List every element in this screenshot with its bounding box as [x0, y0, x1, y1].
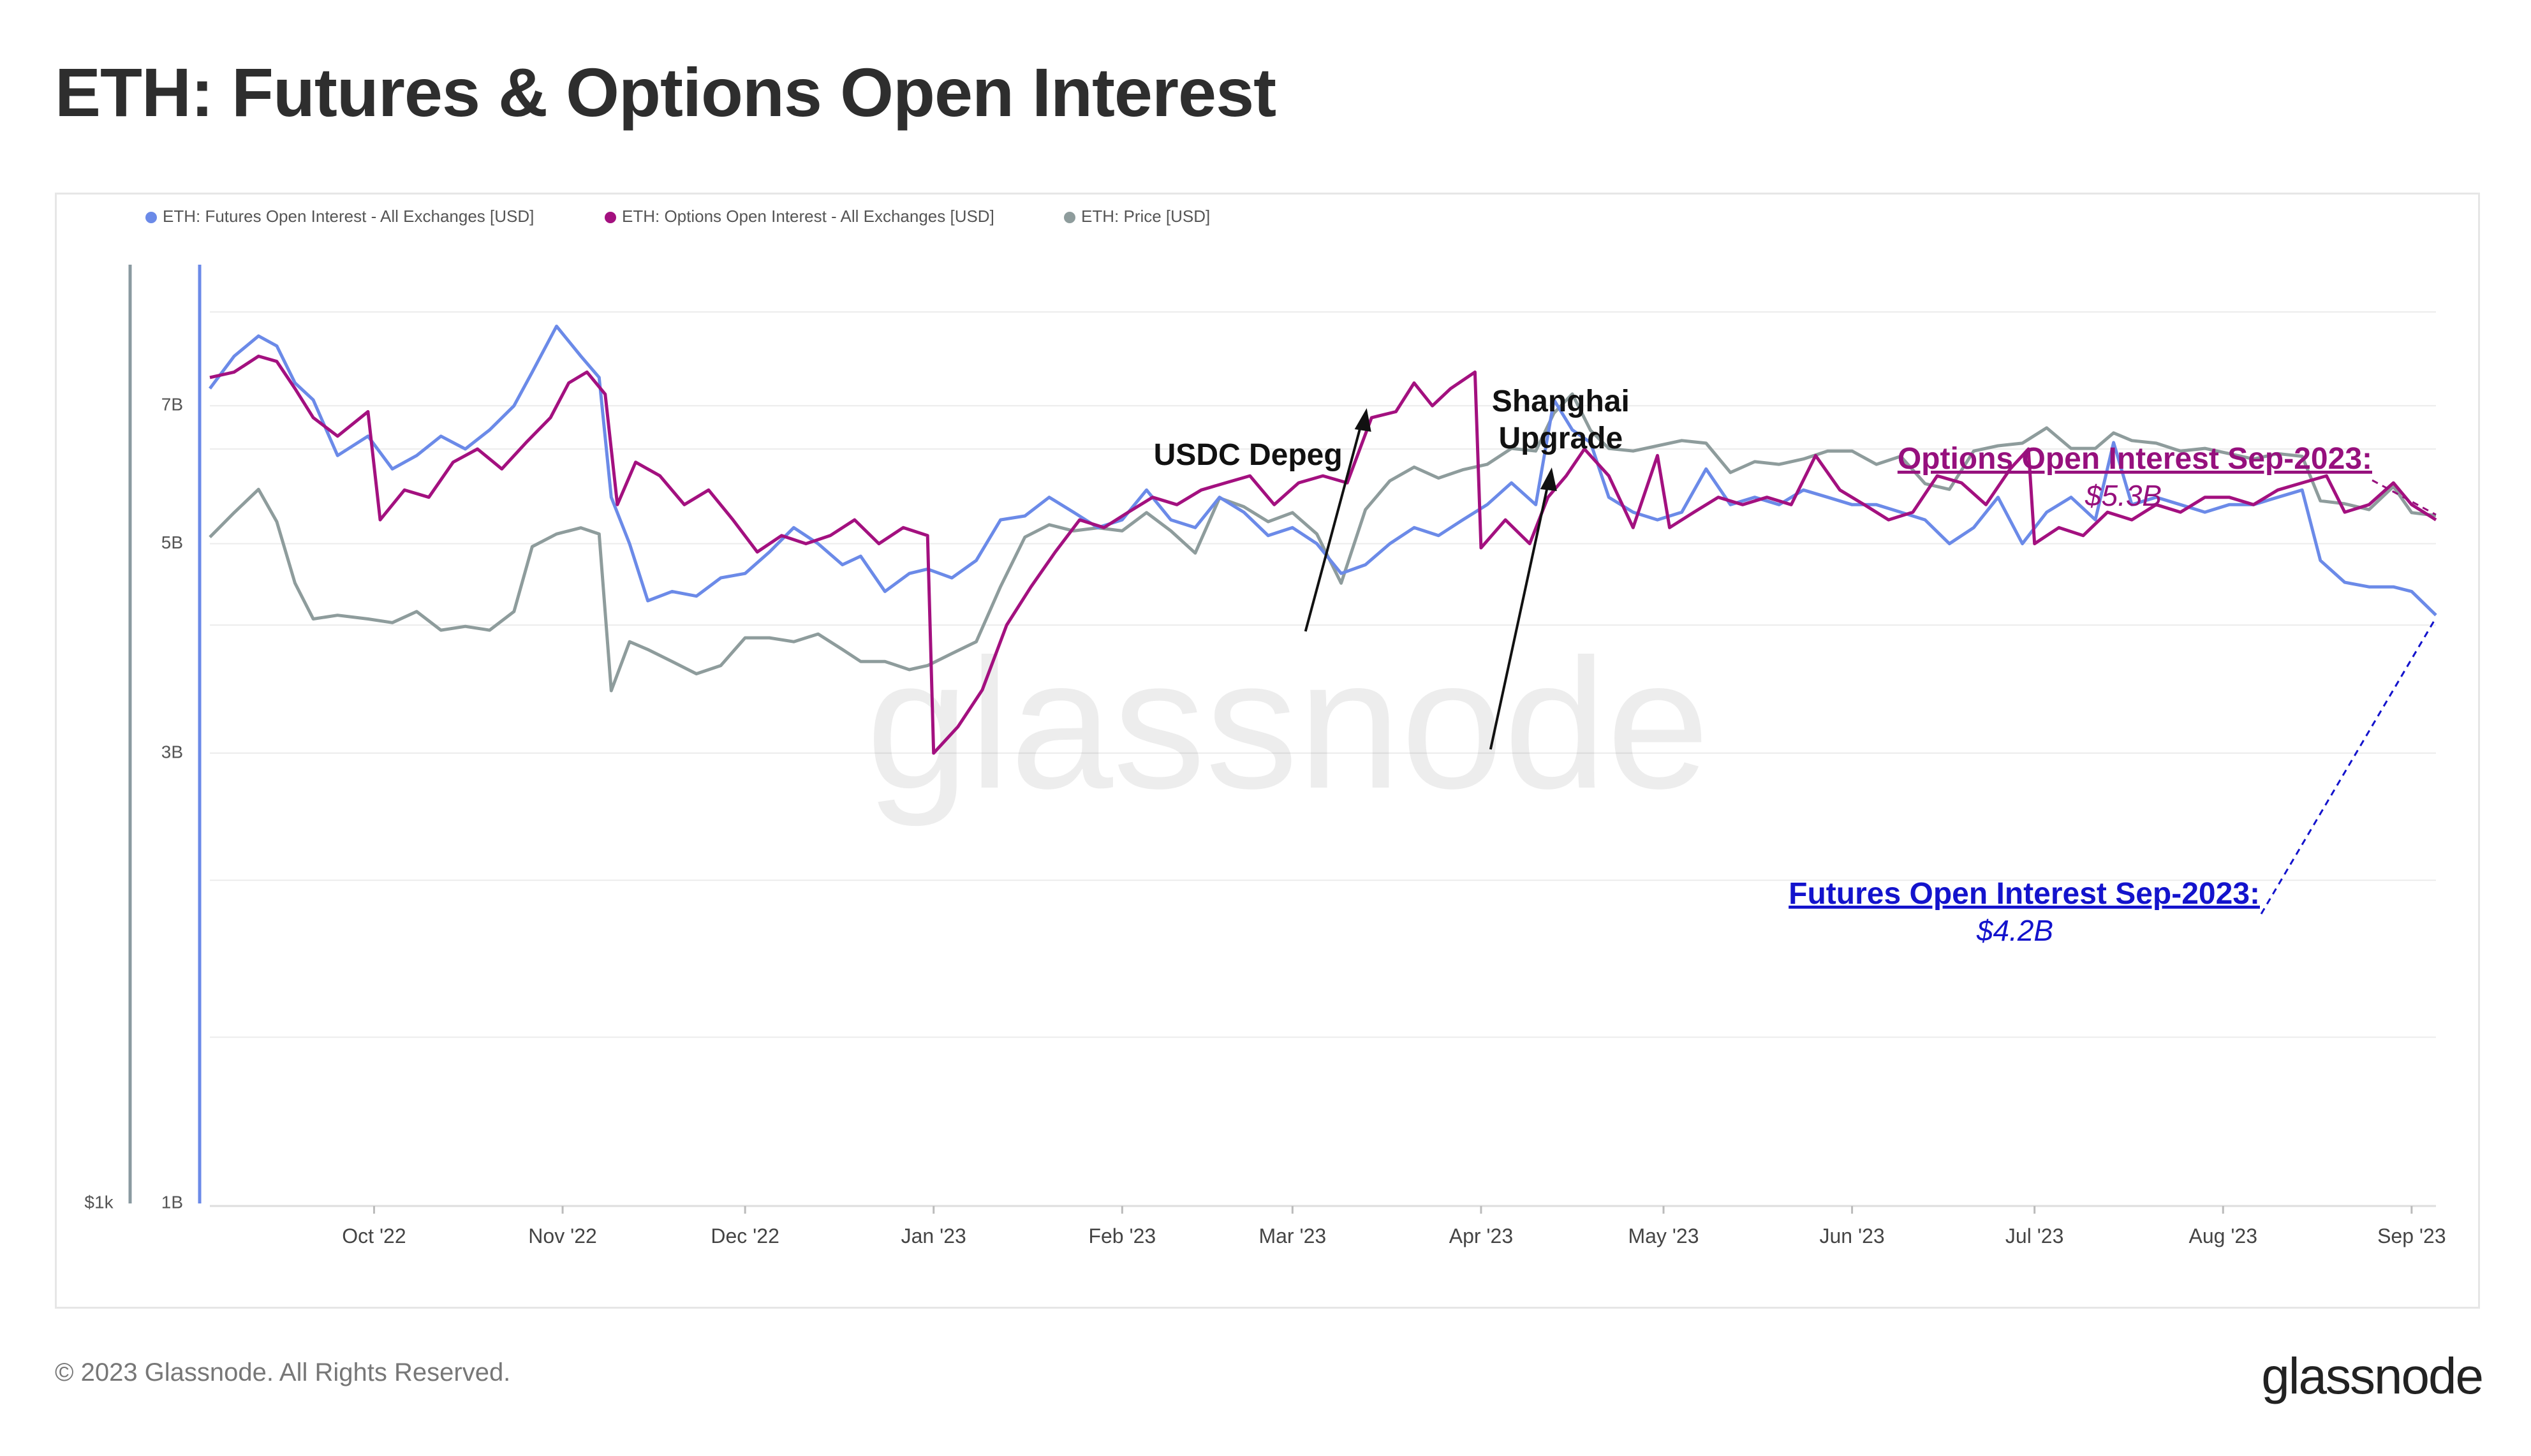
- y-left-axis-label: $1k: [84, 1192, 114, 1212]
- options-callout-leader: [2372, 479, 2437, 516]
- chart-panel: glassnode $1k 1B 3B 5B 7B Oct '22 Nov '22 Dec '…: [55, 193, 2480, 1309]
- futures-callout-value: $4.2B: [1976, 914, 2053, 947]
- x-tick-label: Mar '23: [1258, 1224, 1326, 1247]
- futures-callout-leader: [2260, 617, 2437, 915]
- arrow-usdc-depeg: [1304, 417, 1364, 632]
- x-tick-label: Apr '23: [1449, 1224, 1513, 1247]
- x-tick-label: Feb '23: [1088, 1224, 1156, 1247]
- price-open-interest-line: [209, 392, 2437, 693]
- legend-marker: [1064, 212, 1075, 223]
- legend-marker: [145, 212, 157, 223]
- y-tick-label: 5B: [161, 533, 183, 552]
- x-tick-label: Nov '22: [528, 1224, 597, 1247]
- x-tick-label: Jul '23: [2005, 1224, 2064, 1247]
- y-tick-label: 7B: [161, 395, 183, 415]
- y-tick-label: 3B: [161, 742, 183, 761]
- page-title: ETH: Futures & Options Open Interest: [55, 54, 1276, 131]
- futures-callout-label: Futures Open Interest Sep-2023:: [1789, 877, 2260, 911]
- options-callout-value: $5.3B: [2085, 479, 2162, 512]
- options-callout-label: Options Open Interest Sep-2023:: [1898, 442, 2372, 476]
- y-tick-label: 1B: [161, 1192, 183, 1212]
- x-tick-label: Jun '23: [1819, 1224, 1884, 1247]
- x-tick-label: Dec '22: [711, 1224, 779, 1247]
- annotation-shanghai-line1: Shanghai: [1492, 385, 1630, 418]
- copyright-text: © 2023 Glassnode. All Rights Reserved.: [55, 1358, 511, 1386]
- annotations: USDC Depeg Shanghai Upgrade Options Open In…: [1154, 385, 2437, 947]
- legend-label: ETH: Futures Open Interest - All Exchang…: [163, 207, 534, 226]
- legend-marker: [605, 212, 616, 223]
- series-lines: [209, 325, 2437, 755]
- open-interest-chart: glassnode $1k 1B 3B 5B 7B Oct '22 Nov '22 Dec '…: [84, 207, 2446, 1247]
- futures-open-interest-line: [209, 325, 2437, 617]
- x-tick-label: May '23: [1628, 1224, 1699, 1247]
- x-tick-label: Oct '22: [342, 1224, 406, 1247]
- annotation-usdc-depeg: USDC Depeg: [1154, 438, 1343, 472]
- options-open-interest-line: [209, 355, 2437, 755]
- axes: $1k 1B 3B 5B 7B Oct '22 Nov '22 Dec '22 Jan '23 F…: [84, 265, 2446, 1247]
- legend-label: ETH: Options Open Interest - All Exchang…: [622, 207, 994, 226]
- legend: ETH: Futures Open Interest - All Exchang…: [145, 207, 1210, 226]
- x-tick-label: Sep '23: [2377, 1224, 2446, 1247]
- arrowhead-usdc-depeg: [1354, 408, 1371, 432]
- arrowhead-shanghai-upgrade: [1540, 467, 1557, 491]
- arrow-shanghai-upgrade: [1489, 478, 1551, 750]
- glassnode-logo: glassnode: [2261, 1348, 2484, 1404]
- legend-label: ETH: Price [USD]: [1081, 207, 1210, 226]
- x-tick-label: Aug '23: [2188, 1224, 2257, 1247]
- x-tick-label: Jan '23: [901, 1224, 966, 1247]
- annotation-shanghai-line2: Upgrade: [1498, 422, 1623, 455]
- watermark: glassnode: [866, 621, 1709, 828]
